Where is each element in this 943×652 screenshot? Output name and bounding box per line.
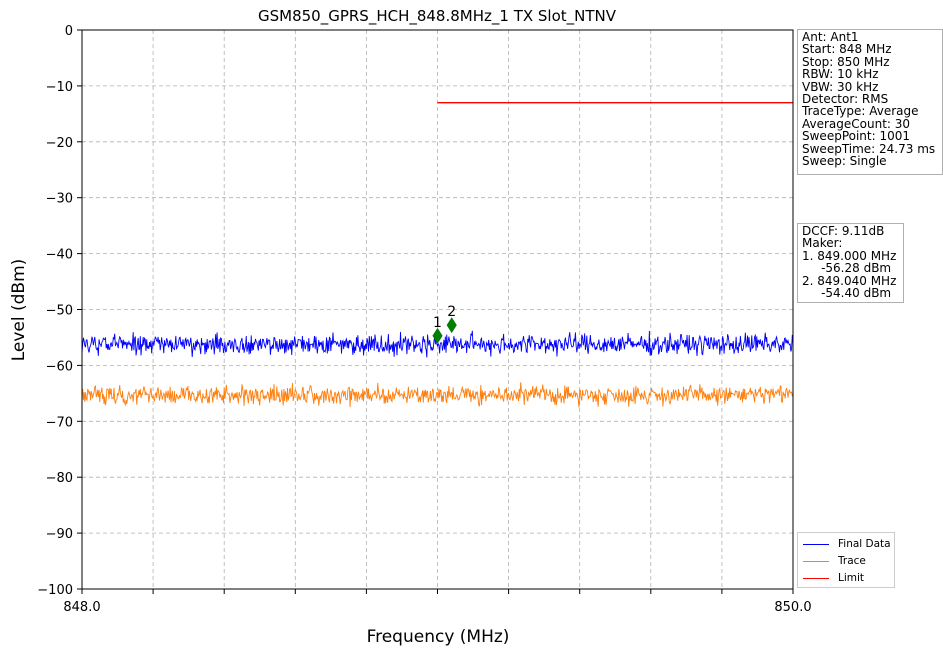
y-tick-label: −10: [46, 80, 73, 95]
y-tick-label: −60: [46, 359, 73, 374]
settings-line: RBW: 10 kHz: [802, 67, 879, 82]
x-axis-label: Frequency (MHz): [367, 627, 510, 647]
settings-line: SweepTime: 24.73 ms: [802, 141, 936, 156]
y-tick-label: −80: [46, 471, 73, 486]
y-tick-label: −20: [46, 136, 73, 151]
legend-label-final-data: Final Data: [838, 538, 891, 550]
marker-info-line: 2. 849.040 MHz: [802, 273, 897, 288]
chart-title: GSM850_GPRS_HCH_848.8MHz_1 TX Slot_NTNV: [258, 7, 617, 26]
settings-line: AverageCount: 30: [802, 116, 911, 131]
series-line-trace: [81, 382, 794, 408]
marker-info-line: DCCF: 9.11dB: [802, 224, 885, 238]
y-tick-label: −50: [46, 304, 73, 319]
y-tick-label: 0: [65, 24, 73, 39]
legend-swatch-trace: [803, 560, 829, 562]
legend-swatch-limit: [803, 577, 829, 579]
x-tick-label: 848.0: [63, 600, 100, 615]
marker-1-diamond: [432, 327, 443, 344]
settings-line: Start: 848 MHz: [802, 42, 892, 57]
marker-info-line: Maker:: [802, 236, 843, 251]
axis-ticks: 848.0 850.0 0 −10 −20 −30 −40 −50 −60 −70 −80 −90 −1…: [37, 24, 811, 615]
settings-line: VBW: 30 kHz: [802, 79, 879, 94]
measurement-settings-box: Ant: Ant1 Start: 848 MHz Stop: 850 MHz RBW:…: [797, 29, 943, 175]
legend: Final Data Trace Limit: [797, 532, 895, 588]
x-tick-label: 850.0: [774, 600, 811, 615]
marker-2-diamond: [446, 317, 457, 334]
y-tick-label: −100: [37, 583, 73, 598]
plot-frame: [81, 29, 794, 590]
legend-item-limit: Limit: [803, 570, 864, 586]
marker-2-label: 2: [447, 304, 456, 320]
settings-line: Sweep: Single: [802, 154, 887, 169]
y-tick-label: −40: [46, 248, 73, 263]
legend-swatch-final-data: [803, 543, 829, 545]
y-tick-label: −70: [46, 415, 73, 430]
grid-lines: [81, 29, 794, 590]
settings-line: TraceType: Average: [802, 104, 919, 119]
marker-info-line: -54.40 dBm: [802, 286, 892, 301]
legend-item-trace: Trace: [803, 553, 866, 569]
marker-info-line: -56.28 dBm: [802, 261, 892, 276]
legend-label-limit: Limit: [838, 572, 865, 584]
marker-info-line: 1. 849.000 MHz: [802, 248, 897, 263]
y-tick-label: −90: [46, 527, 73, 542]
marker-layer: 12: [432, 304, 457, 344]
settings-line: SweepPoint: 1001: [802, 129, 911, 144]
marker-readout-box: DCCF: 9.11dB Maker: 1. 849.000 MHz -56.28 …: [797, 223, 904, 303]
settings-line: Stop: 850 MHz: [802, 54, 890, 69]
series-line-final-data: [81, 330, 794, 358]
y-tick-label: −30: [46, 192, 73, 207]
settings-line: Ant: Ant1: [802, 30, 859, 44]
y-axis-label: Level (dBm): [9, 259, 29, 362]
marker-1-label: 1: [433, 315, 442, 331]
series-layer: [81, 102, 794, 408]
settings-line: Detector: RMS: [802, 92, 889, 107]
legend-label-trace: Trace: [838, 555, 866, 567]
legend-item-final-data: Final Data: [803, 536, 891, 552]
